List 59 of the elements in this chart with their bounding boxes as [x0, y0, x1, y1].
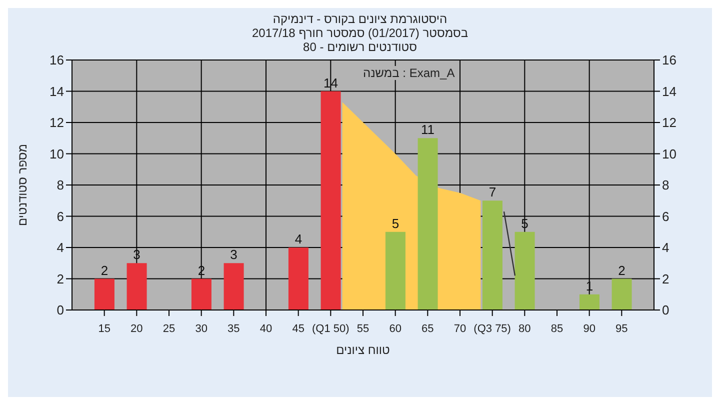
- bar: [126, 263, 147, 310]
- bar: [579, 294, 600, 310]
- data-label: 4: [294, 232, 302, 246]
- x-axis-title: טווח ציונים: [336, 343, 390, 357]
- bar: [94, 278, 114, 310]
- y2-tick-label: 2: [662, 271, 670, 286]
- y2-tick-label: 8: [662, 178, 670, 193]
- x-tick-label: 30: [195, 323, 208, 335]
- y2-tick-label: 12: [662, 115, 676, 130]
- y2-tick-label: 6: [662, 208, 670, 224]
- x-tick-label: 15: [98, 323, 110, 335]
- bar: [320, 91, 341, 310]
- x-tick-label: 90: [583, 323, 596, 335]
- x-tick-label: 25: [162, 323, 176, 335]
- x-tick-label: (Q1 50): [312, 323, 350, 335]
- x-tick-label: 35: [228, 323, 240, 335]
- data-label: 2: [100, 262, 108, 278]
- bar: [224, 263, 244, 310]
- data-label: 2: [618, 262, 626, 278]
- y-tick-label: 6: [56, 208, 64, 224]
- y2-tick-label: 4: [662, 240, 670, 256]
- x-tick-label: 20: [130, 323, 143, 335]
- x-tick-label: 65: [422, 323, 434, 335]
- data-label: 11: [421, 122, 435, 138]
- bar: [612, 278, 632, 310]
- x-tick-label: 95: [616, 323, 628, 335]
- y-tick-label: 4: [56, 240, 64, 256]
- y2-tick-label: 0: [662, 302, 670, 318]
- x-tick-label: 45: [292, 323, 304, 335]
- bar: [418, 138, 438, 310]
- y-tick-label: 10: [50, 146, 64, 162]
- x-tick-label: 70: [454, 323, 466, 335]
- bar: [482, 200, 502, 310]
- x-tick-label: 80: [518, 323, 531, 335]
- y-tick-label: 8: [56, 178, 64, 193]
- y2-tick-label: 14: [662, 84, 676, 99]
- data-label: 7: [488, 184, 496, 200]
- y2-tick-label: 10: [662, 146, 676, 162]
- y2-tick-label: 16: [662, 52, 676, 68]
- x-tick-label: 55: [356, 323, 370, 335]
- y-tick-label: 12: [50, 115, 64, 130]
- y-tick-label: 14: [50, 84, 64, 99]
- data-label: 5: [392, 216, 400, 231]
- x-tick-label: 85: [550, 323, 564, 335]
- y-tick-label: 0: [56, 302, 64, 318]
- chart-subtitle: בסמסטר (01/2017) סמסטר חורף 2017/18 סטודנטים רשומים - 80: [250, 26, 470, 54]
- bar: [288, 248, 308, 310]
- annotation: במשנה : Exam_A: [363, 66, 455, 80]
- bar: [514, 232, 535, 310]
- x-tick-label: (Q3 75): [474, 323, 511, 335]
- data-label: 3: [230, 247, 238, 262]
- x-tick-label: 60: [389, 323, 402, 335]
- x-tick-label: 40: [260, 323, 272, 335]
- bar: [385, 232, 406, 310]
- bar: [191, 278, 212, 310]
- y-tick-label: 16: [50, 52, 64, 68]
- y-axis-title: מספר סטודנטים: [15, 144, 30, 226]
- chart-title: היסטוגרמת ציונים בקורס - דינמיקה: [272, 12, 448, 26]
- y-tick-label: 2: [56, 271, 64, 286]
